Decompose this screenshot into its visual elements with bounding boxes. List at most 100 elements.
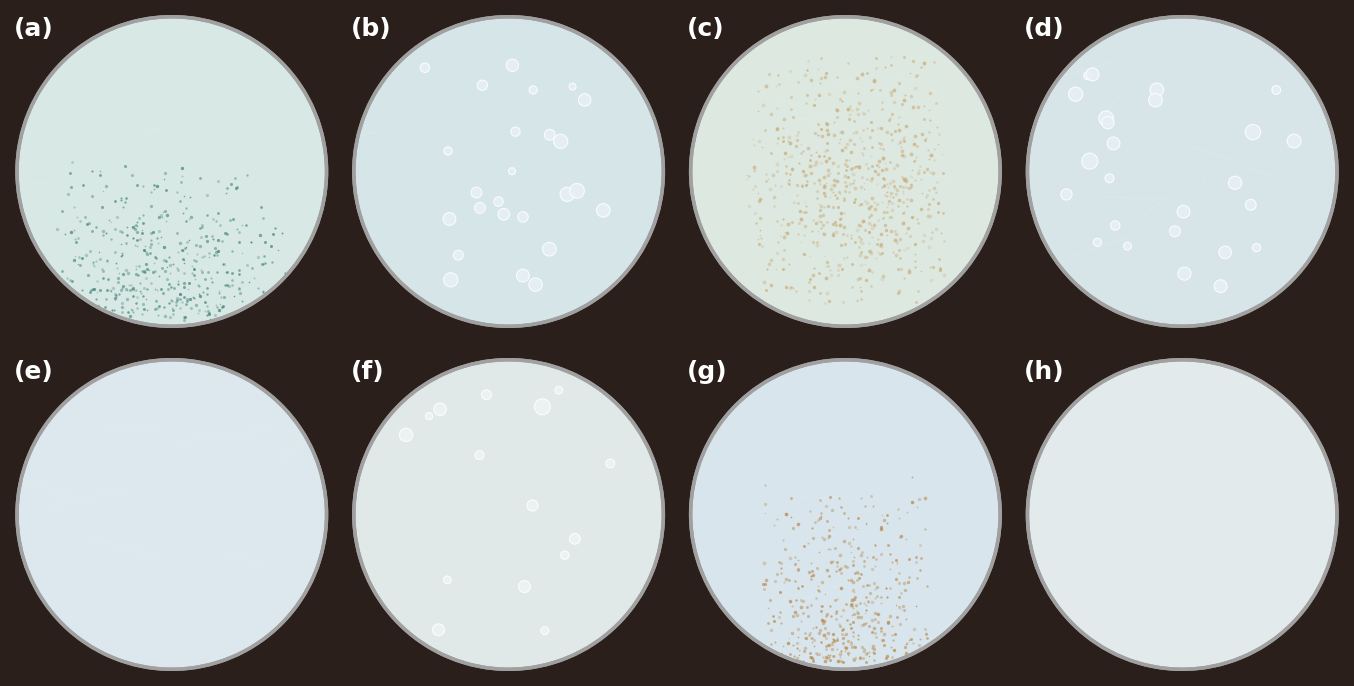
Point: [206, 301, 227, 312]
Point: [900, 211, 922, 222]
Point: [839, 108, 861, 119]
Point: [925, 224, 946, 235]
Point: [879, 212, 900, 223]
Point: [131, 227, 153, 238]
Point: [815, 71, 837, 82]
Point: [923, 56, 945, 67]
Point: [899, 634, 921, 645]
Point: [812, 652, 834, 663]
Point: [881, 634, 903, 645]
Point: [811, 532, 833, 543]
Point: [804, 516, 826, 527]
Point: [802, 565, 823, 576]
Point: [190, 173, 211, 184]
Point: [812, 629, 834, 640]
Point: [808, 198, 830, 209]
Circle shape: [444, 576, 451, 584]
Point: [849, 241, 871, 252]
Point: [770, 567, 792, 578]
Point: [849, 652, 871, 663]
Point: [757, 603, 779, 614]
Point: [780, 150, 802, 161]
Point: [911, 265, 933, 276]
Point: [787, 134, 808, 145]
Point: [176, 295, 198, 306]
Point: [792, 656, 814, 667]
Point: [145, 252, 167, 263]
Point: [873, 180, 895, 191]
Point: [115, 192, 137, 203]
Point: [899, 68, 921, 79]
Point: [799, 285, 821, 296]
Point: [919, 167, 941, 178]
Point: [814, 145, 835, 156]
Point: [768, 132, 789, 143]
Point: [850, 493, 872, 504]
Point: [850, 247, 872, 258]
Point: [779, 179, 800, 190]
Point: [742, 133, 764, 144]
Point: [54, 291, 76, 302]
Point: [918, 145, 940, 156]
Point: [218, 281, 240, 292]
Point: [173, 243, 195, 254]
Point: [793, 170, 815, 181]
Point: [252, 287, 274, 298]
Circle shape: [474, 202, 485, 213]
Point: [854, 224, 876, 235]
Point: [800, 571, 822, 582]
Point: [833, 633, 854, 644]
Point: [910, 553, 932, 564]
Point: [230, 248, 252, 259]
Point: [126, 292, 148, 303]
Point: [184, 274, 206, 285]
Point: [830, 611, 852, 622]
Point: [881, 134, 903, 145]
Point: [187, 279, 209, 290]
Point: [150, 283, 172, 294]
Point: [161, 296, 183, 307]
Point: [903, 155, 925, 166]
Point: [79, 217, 100, 228]
Point: [904, 152, 926, 163]
Point: [271, 228, 292, 239]
Point: [922, 193, 944, 204]
Point: [881, 621, 903, 632]
Point: [144, 258, 165, 269]
Circle shape: [1148, 93, 1162, 107]
Point: [890, 180, 911, 191]
Point: [111, 250, 133, 261]
Point: [144, 283, 165, 294]
Point: [886, 558, 907, 569]
Point: [816, 201, 838, 212]
Point: [806, 160, 827, 171]
Point: [900, 180, 922, 191]
Point: [165, 294, 187, 305]
Point: [188, 241, 210, 252]
Point: [766, 248, 788, 259]
Point: [766, 124, 788, 135]
Point: [830, 239, 852, 250]
Point: [833, 192, 854, 203]
Point: [167, 265, 188, 276]
Point: [116, 221, 138, 232]
Point: [914, 523, 936, 534]
Point: [96, 274, 118, 285]
Point: [899, 635, 921, 646]
Point: [804, 94, 826, 105]
Point: [835, 154, 857, 165]
Point: [190, 291, 211, 302]
Point: [896, 201, 918, 212]
Point: [64, 224, 85, 235]
Point: [99, 285, 121, 296]
Point: [830, 656, 852, 667]
Point: [816, 119, 838, 130]
Point: [796, 179, 818, 190]
Point: [846, 575, 868, 586]
Point: [861, 615, 883, 626]
Point: [879, 582, 900, 593]
Point: [162, 259, 184, 270]
Point: [856, 591, 877, 602]
Point: [80, 287, 102, 298]
Point: [890, 234, 911, 245]
